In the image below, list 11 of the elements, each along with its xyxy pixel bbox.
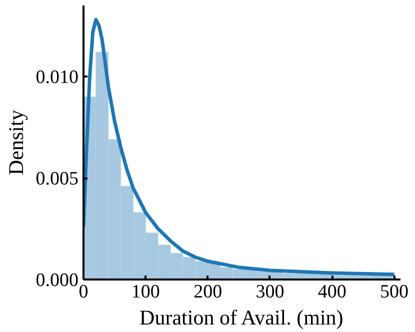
y-axis-title: Density: [4, 109, 28, 176]
x-axis-title: Duration of Avail. (min): [140, 306, 344, 330]
x-tick-label: 400: [318, 282, 346, 302]
x-tick-label: 100: [131, 282, 160, 302]
y-tick-label: 0.005: [36, 168, 78, 190]
y-tick-label: 0.010: [36, 67, 78, 88]
x-tick-label: 200: [194, 282, 222, 302]
y-tick-label: 0.000: [36, 270, 78, 291]
x-tick-label: 500: [380, 282, 409, 302]
x-tick-label: 300: [256, 282, 284, 302]
x-tick-label: 0: [78, 282, 88, 302]
